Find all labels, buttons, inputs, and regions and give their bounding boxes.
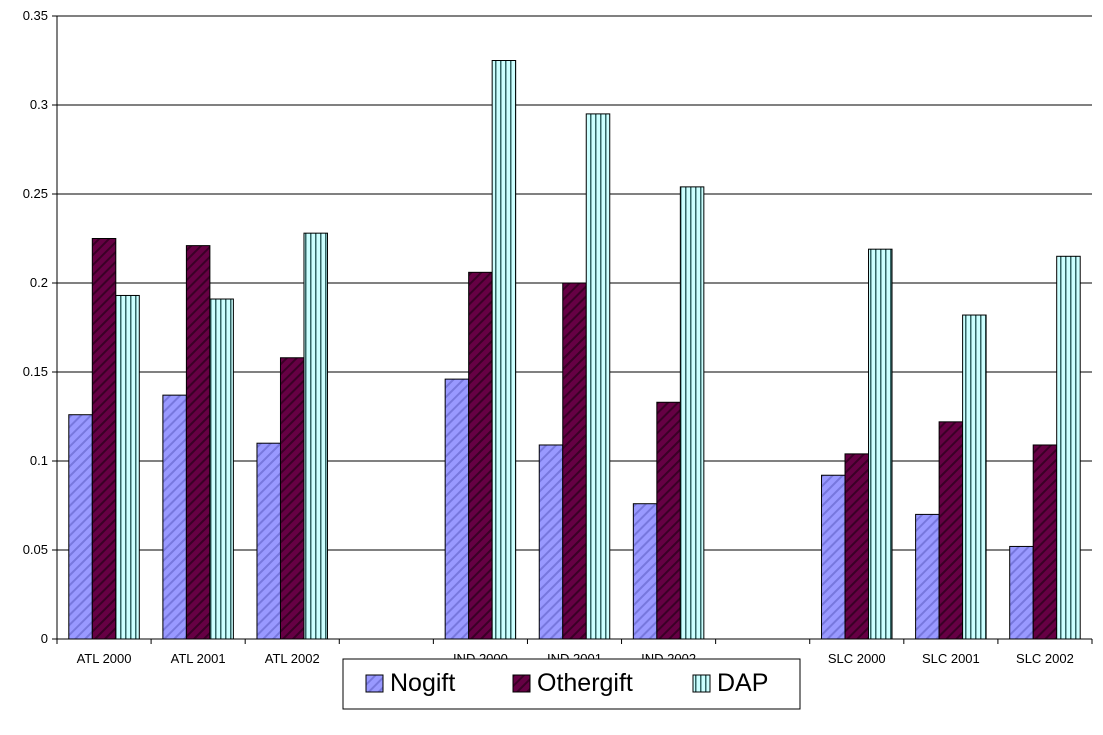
y-tick-label: 0.15 (23, 364, 48, 379)
nogift-bar (915, 513, 940, 640)
x-tick-label: SLC 2000 (828, 651, 886, 666)
nogift-bar (821, 474, 846, 640)
legend-label-dap: DAP (717, 669, 768, 697)
dap-bar (491, 60, 517, 640)
legend-box (342, 658, 801, 710)
x-tick-label: ATL 2001 (171, 651, 226, 666)
othergift-bar (468, 271, 493, 640)
legend-swatch-othergift (512, 674, 531, 693)
nogift-bar (632, 503, 658, 640)
othergift-bar (656, 401, 681, 640)
othergift-bar (279, 357, 305, 640)
othergift-bar (938, 421, 964, 640)
y-tick-label: 0.35 (23, 8, 48, 23)
nogift-bar (1009, 545, 1034, 640)
othergift-bar (562, 282, 587, 640)
y-tick-label: 0.3 (30, 97, 48, 112)
nogift-bar (444, 378, 470, 640)
dap-bar (679, 186, 705, 640)
legend-swatch-dap (692, 674, 711, 693)
x-tick-label: ATL 2000 (77, 651, 132, 666)
y-tick-label: 0.1 (30, 453, 48, 468)
dap-bar (1056, 255, 1081, 640)
othergift-bar (91, 238, 117, 640)
nogift-bar (538, 444, 564, 640)
y-tick-label: 0 (41, 631, 48, 646)
legend-swatch-nogift (365, 674, 384, 693)
legend-label-othergift: Othergift (537, 669, 633, 697)
x-tick-label: ATL 2002 (265, 651, 320, 666)
nogift-bar (68, 414, 93, 640)
dap-bar (115, 294, 140, 640)
y-tick-label: 0.25 (23, 186, 48, 201)
y-tick-label: 0.05 (23, 542, 48, 557)
dap-bar (868, 248, 893, 640)
othergift-bar (1032, 444, 1058, 640)
dap-bar (303, 232, 328, 640)
dap-bar (209, 298, 234, 640)
dap-bar (962, 314, 987, 640)
x-tick-label: SLC 2002 (1016, 651, 1074, 666)
x-tick-label: SLC 2001 (922, 651, 980, 666)
othergift-bar (844, 453, 870, 640)
legend-label-nogift: Nogift (390, 669, 455, 697)
othergift-bar (185, 245, 211, 640)
nogift-bar (162, 394, 187, 640)
dap-bar (585, 113, 611, 640)
legend: Nogift Othergift DAP (342, 658, 801, 710)
axes: 0 0.05 0.1 0.15 0.2 0.25 0.3 0.35 ATL 2000 ATL 20… (23, 8, 1093, 666)
bars (68, 60, 1081, 640)
y-tick-label: 0.2 (30, 275, 48, 290)
nogift-bar (256, 442, 281, 640)
